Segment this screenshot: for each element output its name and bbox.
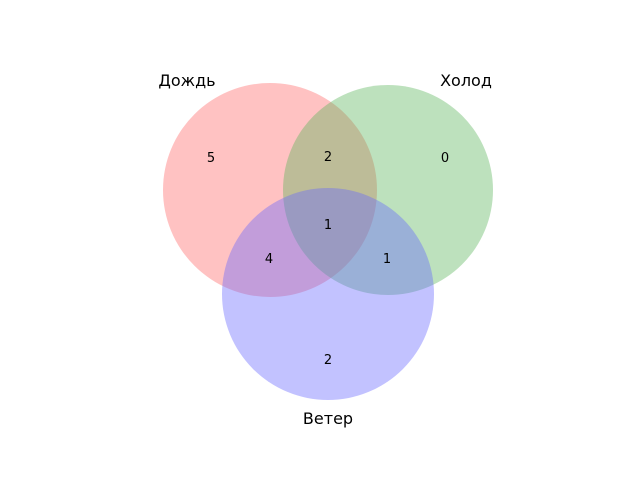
set-label-rain: Дождь [158, 71, 215, 90]
region-count-cold-only: 0 [441, 151, 449, 166]
region-count-wind-only: 2 [324, 353, 332, 368]
set-circle-wind [222, 188, 434, 400]
set-label-cold: Холод [440, 71, 492, 90]
region-count-all-three: 1 [324, 218, 332, 233]
region-count-cold-wind: 1 [383, 252, 391, 267]
set-circle-cold [283, 85, 493, 295]
region-count-rain-cold: 2 [324, 150, 332, 165]
set-circle-rain [163, 83, 377, 297]
region-count-rain-only: 5 [207, 151, 215, 166]
region-count-rain-wind: 4 [265, 252, 273, 267]
set-label-wind: Ветер [303, 409, 353, 428]
